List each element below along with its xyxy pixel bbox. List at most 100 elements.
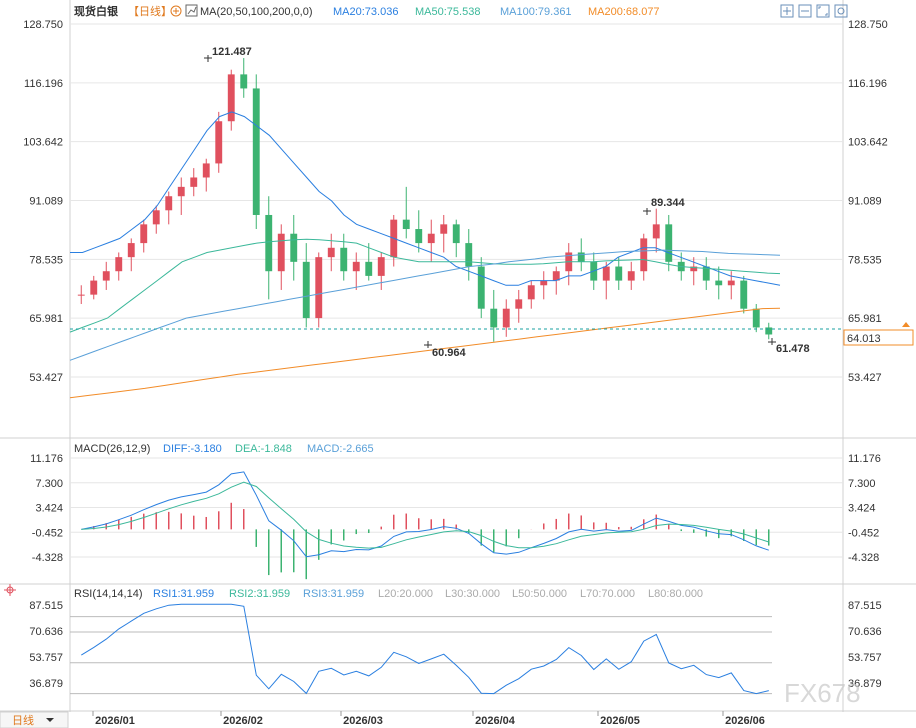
price-tick-right: 53.427 xyxy=(848,372,882,384)
rsi-level-50: L50:50.000 xyxy=(512,588,567,600)
macd-tick-right: 11.176 xyxy=(848,453,881,465)
x-axis-label: 2026/06 xyxy=(725,715,765,727)
candle-body xyxy=(702,266,710,281)
rsi-layer xyxy=(81,603,769,695)
add-indicator-icon[interactable] xyxy=(170,5,182,17)
candle-body xyxy=(177,186,185,197)
settings-icon[interactable] xyxy=(834,4,848,18)
ma-line-ma50 xyxy=(69,238,781,333)
price-tick-left: 103.642 xyxy=(23,137,63,149)
low2-marker xyxy=(768,338,776,345)
candle-body xyxy=(252,88,260,215)
chart-title: 现货白银 xyxy=(74,4,119,18)
candle-body xyxy=(215,121,223,164)
candle-body xyxy=(365,261,373,276)
candle-body xyxy=(302,261,310,319)
macd-tick-right: -4.328 xyxy=(848,552,879,564)
rsi-tick-left: 70.636 xyxy=(29,626,63,638)
zoom-in-icon[interactable] xyxy=(780,4,794,18)
candle-body xyxy=(652,224,660,239)
candle-body xyxy=(740,280,748,309)
candle-body xyxy=(665,224,673,262)
x-axis-label: 2026/02 xyxy=(223,715,263,727)
macd-macd-value: MACD:-2.665 xyxy=(307,443,374,455)
candle-body xyxy=(315,257,323,319)
candle-body xyxy=(715,280,723,286)
candle-body xyxy=(615,266,623,281)
rsi3-value: RSI3:31.959 xyxy=(303,588,364,600)
ma-line-ma100 xyxy=(69,249,781,361)
candle-body xyxy=(552,271,560,281)
price-tick-right: 91.089 xyxy=(848,195,882,207)
price-tick-left: 91.089 xyxy=(29,195,63,207)
candle-body xyxy=(127,243,135,258)
candle-body xyxy=(577,252,585,262)
candle-body xyxy=(265,214,273,272)
period-button[interactable] xyxy=(0,711,69,728)
candle-body xyxy=(465,243,473,267)
x-axis-label: 2026/03 xyxy=(343,715,383,727)
rsi-tick-left: 87.515 xyxy=(29,600,63,612)
candle-body xyxy=(602,266,610,281)
candle-body xyxy=(327,247,335,258)
macd-diff-line xyxy=(81,471,769,558)
candle-body xyxy=(502,308,510,328)
indicator-settings-icon[interactable] xyxy=(185,4,198,17)
zoom-out-icon[interactable] xyxy=(798,4,812,18)
macd-tick-left: 7.300 xyxy=(35,478,63,490)
price-tick-right: 78.535 xyxy=(848,254,882,266)
price-tick-left: 53.427 xyxy=(29,372,63,384)
macd-header: MACD(26,12,9) xyxy=(74,443,150,455)
high2-annotation: 89.344 xyxy=(651,197,686,209)
rsi-tick-right: 70.636 xyxy=(848,626,882,638)
price-tick-left: 78.535 xyxy=(29,254,63,266)
macd-tick-left: 11.176 xyxy=(30,453,63,465)
rsi2-value: RSI2:31.959 xyxy=(229,588,290,600)
macd-tick-right: -0.452 xyxy=(848,527,879,539)
last-price-text: 64.013 xyxy=(847,333,881,345)
candle-body xyxy=(165,196,173,211)
candle-body xyxy=(277,233,285,272)
rsi-settings-icon[interactable] xyxy=(4,584,16,596)
period-tag[interactable]: 【日线】 xyxy=(128,4,172,18)
price-tick-right: 128.750 xyxy=(848,19,888,31)
x-axis-label: 2026/01 xyxy=(95,715,135,727)
last-price-tag xyxy=(843,329,914,346)
rsi-level-70: L70:70.000 xyxy=(580,588,635,600)
candle-body xyxy=(440,224,448,234)
price-tick-right: 103.642 xyxy=(848,137,888,149)
macd-layer xyxy=(81,471,770,580)
fit-icon[interactable] xyxy=(816,4,830,18)
rsi-header: RSI(14,14,14) xyxy=(74,588,142,600)
macd-tick-right: 3.424 xyxy=(848,503,876,515)
candle-body xyxy=(115,257,123,272)
candle-body xyxy=(627,271,635,281)
high-annotation: 121.487 xyxy=(212,46,252,58)
candle-body xyxy=(402,219,410,230)
price-tick-left: 65.981 xyxy=(29,313,63,325)
price-tick-right: 65.981 xyxy=(848,313,882,325)
candle-body xyxy=(540,280,548,286)
rsi-line xyxy=(81,603,769,695)
period-button-label: 日线 xyxy=(12,713,34,727)
candle-body xyxy=(415,229,423,244)
candle-body xyxy=(490,308,498,328)
candle-body xyxy=(77,294,85,296)
candle-body xyxy=(640,238,648,272)
ma200-value: MA200:68.077 xyxy=(588,6,660,18)
candle-body xyxy=(727,280,735,286)
low-annotation: 60.964 xyxy=(432,347,467,359)
ma-params-label: MA(20,50,100,200,0,0) xyxy=(200,6,313,18)
ma50-value: MA50:75.538 xyxy=(415,6,480,18)
rsi-tick-right: 87.515 xyxy=(848,600,882,612)
grid-layer xyxy=(70,23,843,695)
rsi-tick-right: 36.879 xyxy=(848,678,882,690)
candle-body xyxy=(140,224,148,244)
macd-dea-value: DEA:-1.848 xyxy=(235,443,292,455)
low2-annotation: 61.478 xyxy=(776,343,810,355)
price-scroll-arrow-icon[interactable] xyxy=(902,322,910,327)
candle-body xyxy=(352,261,360,272)
period-dropdown-icon xyxy=(46,718,54,722)
macd-tick-right: 7.300 xyxy=(848,478,876,490)
